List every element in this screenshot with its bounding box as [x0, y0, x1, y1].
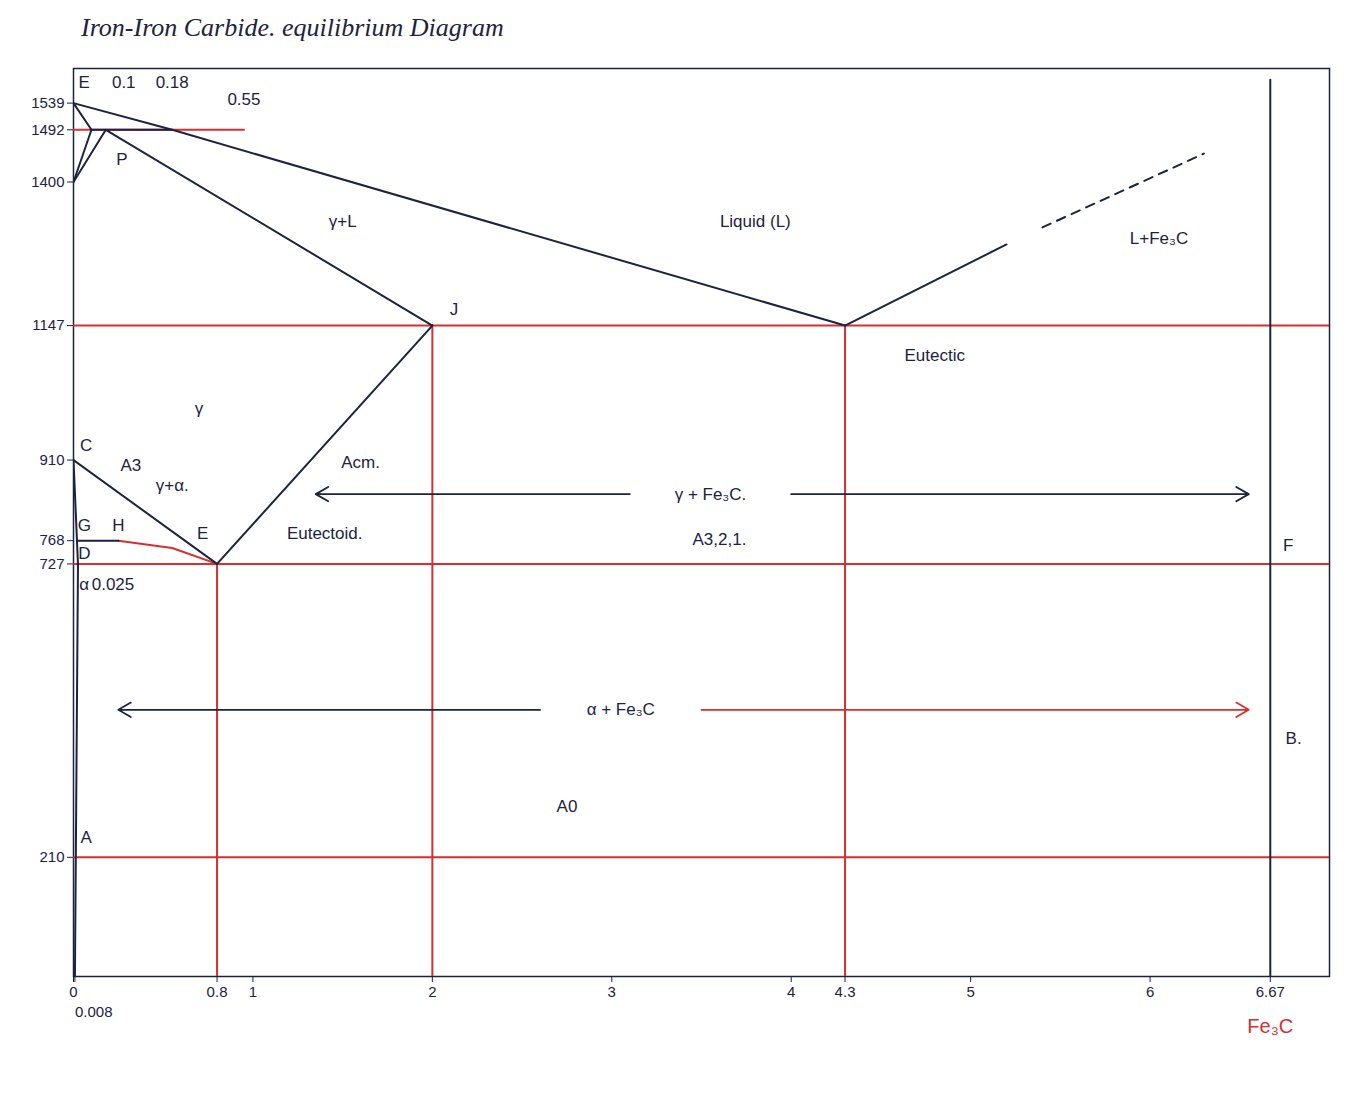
svg-text:J: J [450, 300, 459, 319]
svg-text:Acm.: Acm. [341, 453, 380, 472]
svg-text:H: H [112, 516, 124, 535]
svg-text:0.1: 0.1 [112, 73, 136, 92]
svg-text:Eutectoid.: Eutectoid. [287, 524, 363, 543]
svg-text:B.: B. [1286, 729, 1302, 748]
svg-text:0.55: 0.55 [227, 90, 260, 109]
svg-text:γ + Fe₃C.: γ + Fe₃C. [675, 485, 747, 504]
svg-text:768: 768 [39, 531, 64, 548]
svg-text:1400: 1400 [31, 173, 64, 190]
svg-text:910: 910 [39, 451, 64, 468]
svg-text:1492: 1492 [31, 121, 64, 138]
svg-text:F: F [1283, 536, 1293, 555]
svg-text:γ: γ [195, 399, 204, 418]
svg-text:α + Fe₃C: α + Fe₃C [587, 700, 655, 719]
svg-text:0.18: 0.18 [156, 73, 189, 92]
svg-text:A0: A0 [557, 797, 578, 816]
svg-text:E: E [79, 73, 90, 92]
svg-text:γ+L: γ+L [329, 212, 357, 231]
svg-text:A3: A3 [121, 456, 142, 475]
svg-text:0.8: 0.8 [207, 983, 228, 1000]
svg-text:1539: 1539 [31, 94, 64, 111]
svg-text:4.3: 4.3 [835, 983, 856, 1000]
svg-text:210: 210 [39, 848, 64, 865]
svg-text:γ+α.: γ+α. [156, 476, 189, 495]
svg-text:D: D [78, 544, 90, 563]
svg-text:0: 0 [69, 983, 77, 1000]
svg-text:A3,2,1.: A3,2,1. [693, 530, 747, 549]
svg-text:L+Fe₃C: L+Fe₃C [1130, 229, 1188, 248]
svg-text:1: 1 [249, 983, 257, 1000]
svg-text:0.025: 0.025 [92, 575, 135, 594]
svg-text:727: 727 [39, 555, 64, 572]
svg-text:3: 3 [608, 983, 616, 1000]
svg-text:6: 6 [1146, 983, 1154, 1000]
svg-text:0.008: 0.008 [75, 1003, 113, 1020]
svg-text:α: α [79, 575, 89, 594]
svg-text:Liquid (L): Liquid (L) [720, 212, 791, 231]
svg-text:6.67: 6.67 [1256, 983, 1285, 1000]
svg-text:C: C [80, 436, 92, 455]
svg-text:1147: 1147 [32, 316, 64, 333]
svg-text:P: P [116, 150, 127, 169]
svg-text:Fe₃C: Fe₃C [1247, 1015, 1293, 1037]
svg-text:A: A [80, 828, 92, 847]
svg-text:G: G [78, 516, 91, 535]
svg-text:2: 2 [428, 983, 436, 1000]
svg-text:Eutectic: Eutectic [905, 346, 966, 365]
html-text:Iron-Iron Carbide. equilibrium: Iron-Iron Carbide. equilibrium Diagram [81, 13, 504, 42]
svg-text:4: 4 [787, 983, 795, 1000]
svg-text:5: 5 [966, 983, 974, 1000]
svg-text:E: E [197, 524, 208, 543]
